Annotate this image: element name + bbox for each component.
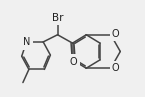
Text: O: O xyxy=(70,57,78,67)
Text: Br: Br xyxy=(52,13,63,23)
Text: O: O xyxy=(112,63,119,73)
Text: O: O xyxy=(112,29,119,39)
Text: N: N xyxy=(23,37,30,47)
